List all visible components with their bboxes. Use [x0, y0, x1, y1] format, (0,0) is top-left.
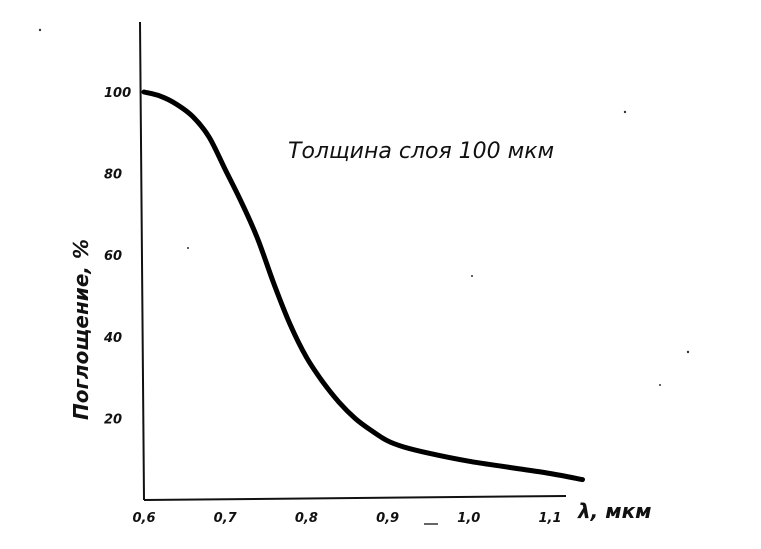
speck [38, 28, 42, 32]
x-tick-label: 0,8 [295, 511, 318, 526]
series-curve [141, 89, 585, 483]
x-tick-label: 1,1 [538, 511, 561, 526]
speck [623, 110, 627, 114]
speck [659, 384, 661, 386]
x-tick-label: 0,9 [376, 511, 399, 526]
y-tick-label: 100 [104, 86, 131, 101]
speck [187, 247, 189, 249]
y-axis-label: Поглощение, % [69, 239, 93, 420]
x-tick-label: 0,6 [132, 511, 155, 526]
annotation-layer-thickness: Толщина слоя 100 мкм [288, 139, 554, 164]
y-tick-label: 60 [104, 249, 122, 264]
x-axis-label: λ, мкм [577, 499, 652, 523]
x-tick-label: 0,7 [214, 511, 238, 526]
y-axis [139, 21, 145, 501]
x-axis [143, 495, 567, 501]
speck [471, 275, 473, 277]
y-tick-label: 20 [104, 412, 122, 427]
speck [686, 350, 690, 354]
x-tick-label: 1,0 [457, 511, 480, 526]
y-tick-label: 40 [103, 331, 122, 346]
y-tick-label: 80 [104, 168, 122, 183]
